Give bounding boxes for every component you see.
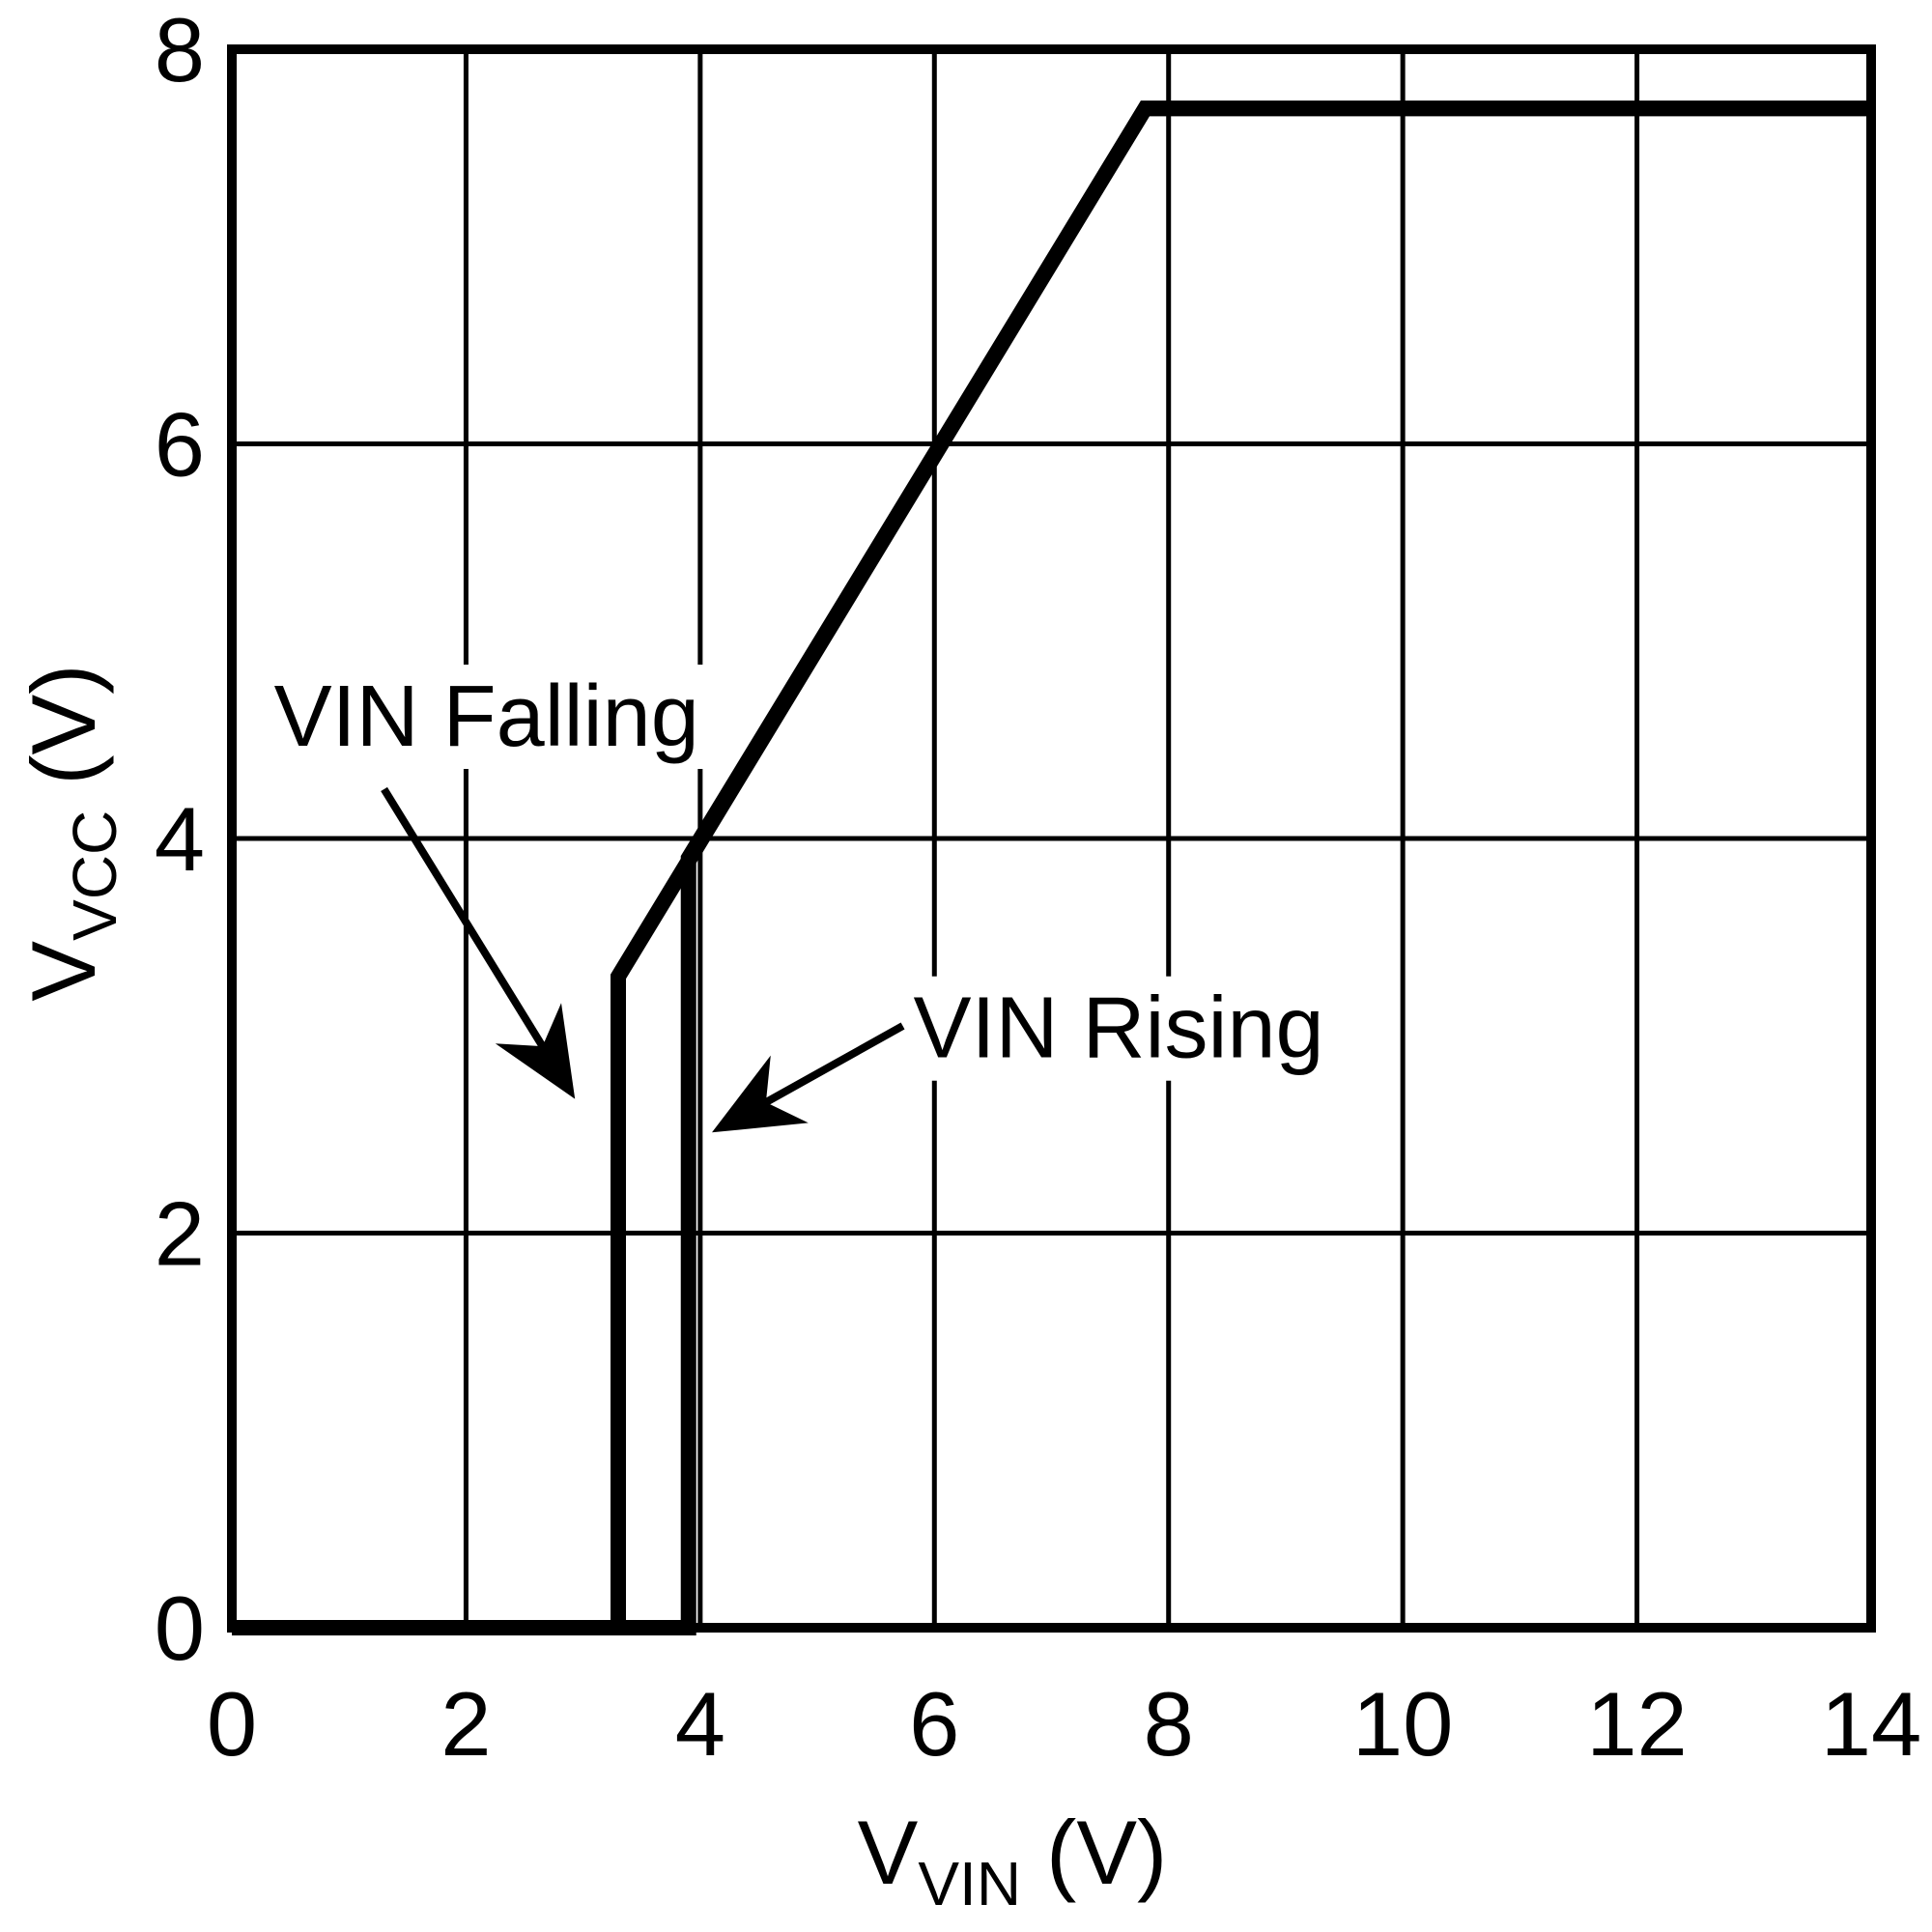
annotation-label: VIN Falling <box>274 668 699 765</box>
y-tick-label: 0 <box>155 1577 205 1679</box>
x-axis-title-subscript: VIN <box>918 1849 1021 1918</box>
x-axis-title: VVIN (V) <box>858 1802 1168 1918</box>
x-tick-label: 10 <box>1352 1673 1454 1775</box>
x-tick-label: 0 <box>207 1673 257 1775</box>
annotation-label-backgrounds <box>266 665 1332 1081</box>
y-tick-label: 8 <box>155 0 205 100</box>
grid <box>232 49 1871 1628</box>
x-tick-label: 14 <box>1821 1673 1922 1775</box>
y-axis-title-subscript: VCC <box>60 810 129 941</box>
x-tick-label: 2 <box>440 1673 491 1775</box>
arrow-head-icon <box>495 1003 576 1099</box>
annotation-label-background <box>266 665 707 770</box>
annotation-label: VIN Rising <box>913 980 1323 1077</box>
y-tick-label: 2 <box>155 1183 205 1285</box>
y-axis-title-base: V <box>13 941 114 1002</box>
arrow-line <box>381 786 551 1056</box>
x-axis-title-unit: (V) <box>1046 1802 1167 1903</box>
x-axis-title-base: V <box>858 1802 919 1903</box>
plot-border <box>227 44 1876 1633</box>
y-axis-title-unit: (V) <box>13 664 114 784</box>
annotation-arrow <box>381 786 576 1099</box>
y-axis-title: VVCC (V) <box>13 664 129 1001</box>
x-tick-label: 8 <box>1144 1673 1194 1775</box>
arrow-head-icon <box>712 1055 809 1133</box>
x-tick-label: 6 <box>909 1673 959 1775</box>
x-tick-label: 12 <box>1586 1673 1688 1775</box>
annotation-arrow <box>712 1022 905 1133</box>
y-tick-label: 6 <box>155 394 205 496</box>
annotation-label-background <box>905 976 1332 1081</box>
x-tick-label: 4 <box>675 1673 725 1775</box>
y-tick-label: 4 <box>155 788 205 890</box>
arrow-line <box>756 1022 905 1111</box>
